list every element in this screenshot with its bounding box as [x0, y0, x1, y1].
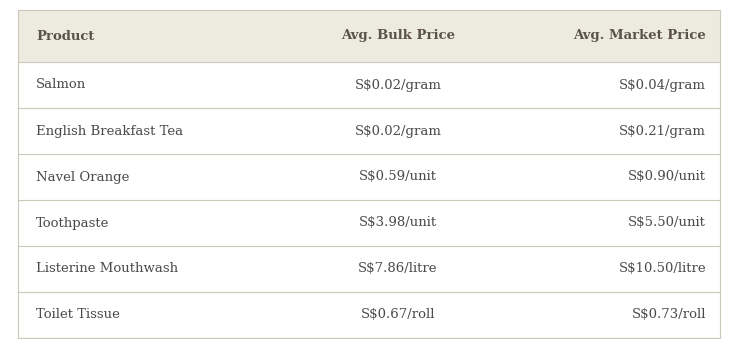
- Text: S$0.73/roll: S$0.73/roll: [632, 308, 706, 321]
- Text: English Breakfast Tea: English Breakfast Tea: [36, 124, 183, 138]
- Text: S$0.02/gram: S$0.02/gram: [354, 79, 441, 92]
- Text: S$0.90/unit: S$0.90/unit: [628, 171, 706, 183]
- Text: Navel Orange: Navel Orange: [36, 171, 129, 183]
- Text: S$0.04/gram: S$0.04/gram: [619, 79, 706, 92]
- Text: Avg. Bulk Price: Avg. Bulk Price: [341, 29, 455, 42]
- Text: S$5.50/unit: S$5.50/unit: [628, 217, 706, 230]
- Text: Product: Product: [36, 29, 94, 42]
- Text: S$10.50/litre: S$10.50/litre: [618, 262, 706, 276]
- Text: S$7.86/litre: S$7.86/litre: [358, 262, 438, 276]
- Text: S$0.59/unit: S$0.59/unit: [359, 171, 437, 183]
- Text: Toilet Tissue: Toilet Tissue: [36, 308, 120, 321]
- Text: S$3.98/unit: S$3.98/unit: [359, 217, 437, 230]
- Bar: [18, 10, 720, 62]
- Text: S$0.02/gram: S$0.02/gram: [354, 124, 441, 138]
- Text: Listerine Mouthwash: Listerine Mouthwash: [36, 262, 178, 276]
- Text: Toothpaste: Toothpaste: [36, 217, 109, 230]
- Text: Avg. Market Price: Avg. Market Price: [573, 29, 706, 42]
- Text: S$0.67/roll: S$0.67/roll: [361, 308, 435, 321]
- Text: Salmon: Salmon: [36, 79, 86, 92]
- Text: S$0.21/gram: S$0.21/gram: [619, 124, 706, 138]
